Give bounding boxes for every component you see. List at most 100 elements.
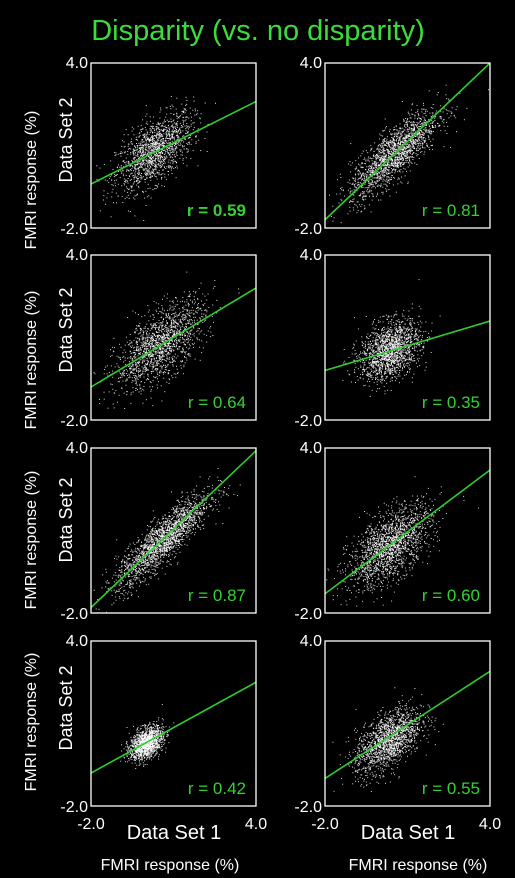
data-point	[365, 169, 367, 170]
data-point	[403, 152, 405, 154]
data-point	[420, 137, 422, 138]
data-point	[393, 142, 395, 144]
data-point	[155, 152, 157, 154]
data-point	[147, 343, 149, 345]
data-point	[115, 152, 117, 154]
data-point	[404, 124, 405, 126]
data-point	[119, 373, 121, 374]
data-point	[129, 367, 131, 369]
data-point	[383, 183, 385, 185]
data-point	[380, 160, 382, 162]
data-point	[126, 186, 127, 188]
data-point	[393, 126, 395, 128]
data-point	[363, 179, 365, 181]
data-point	[414, 147, 415, 149]
data-point	[402, 152, 404, 154]
data-point	[125, 179, 127, 181]
data-point	[179, 334, 181, 336]
data-point	[152, 345, 154, 347]
data-point	[159, 133, 161, 135]
data-point	[157, 345, 159, 346]
data-point	[167, 345, 169, 347]
data-point	[166, 353, 168, 355]
data-point	[155, 377, 156, 379]
data-point	[366, 177, 368, 179]
data-point	[420, 130, 422, 131]
data-point	[357, 183, 359, 185]
data-point	[162, 338, 163, 340]
data-point	[109, 177, 111, 179]
data-point	[120, 346, 122, 348]
data-point	[403, 138, 405, 140]
data-point	[174, 344, 176, 346]
data-point	[122, 202, 124, 203]
data-point	[136, 378, 138, 380]
data-point	[404, 168, 406, 170]
data-point	[141, 366, 143, 368]
data-point	[131, 342, 133, 344]
data-point	[371, 193, 373, 194]
data-point	[169, 165, 171, 167]
data-point	[388, 172, 390, 174]
data-point	[152, 139, 154, 141]
data-point	[392, 139, 394, 141]
data-point	[171, 326, 173, 328]
data-point	[426, 121, 428, 123]
data-point	[158, 124, 160, 126]
data-point	[173, 319, 175, 321]
data-point	[378, 180, 380, 182]
data-point	[164, 350, 166, 352]
data-point	[421, 122, 423, 124]
data-point	[182, 130, 184, 132]
data-point	[134, 164, 135, 166]
data-point	[380, 158, 382, 160]
data-point	[157, 145, 158, 147]
data-point	[166, 316, 168, 318]
data-point	[385, 172, 387, 174]
data-point	[144, 197, 146, 199]
data-point	[166, 147, 168, 149]
data-point	[162, 319, 164, 320]
data-point	[354, 168, 356, 170]
data-point	[403, 140, 405, 142]
data-point	[182, 111, 184, 113]
data-point	[182, 338, 184, 340]
data-point	[192, 150, 194, 151]
data-point	[141, 339, 143, 341]
data-point	[408, 156, 410, 158]
data-point	[415, 141, 417, 143]
data-point	[385, 167, 387, 169]
data-point	[159, 167, 161, 169]
data-point	[126, 341, 128, 343]
data-point	[173, 316, 175, 318]
data-point	[161, 142, 163, 144]
data-point	[176, 338, 178, 340]
data-point	[396, 140, 397, 142]
data-point	[130, 371, 132, 373]
data-point	[358, 184, 360, 186]
data-point	[138, 151, 140, 153]
data-point	[167, 338, 169, 340]
data-point	[349, 210, 351, 212]
data-point	[425, 130, 427, 132]
data-point	[134, 172, 136, 174]
data-point	[407, 147, 409, 149]
y-tick-label-max: 4.0	[300, 55, 322, 72]
data-point	[374, 142, 376, 144]
data-point	[162, 150, 164, 152]
data-point	[186, 335, 188, 337]
data-point	[158, 351, 160, 353]
data-point	[145, 159, 146, 161]
data-point	[133, 182, 135, 184]
data-point	[146, 339, 148, 341]
data-point	[106, 197, 108, 199]
data-point	[94, 373, 96, 375]
data-point	[413, 143, 415, 145]
data-point	[142, 152, 144, 154]
data-point	[423, 135, 425, 136]
data-point	[134, 167, 135, 169]
data-point	[103, 398, 105, 400]
data-point	[389, 179, 391, 181]
data-point	[399, 149, 401, 151]
data-point	[184, 301, 186, 303]
